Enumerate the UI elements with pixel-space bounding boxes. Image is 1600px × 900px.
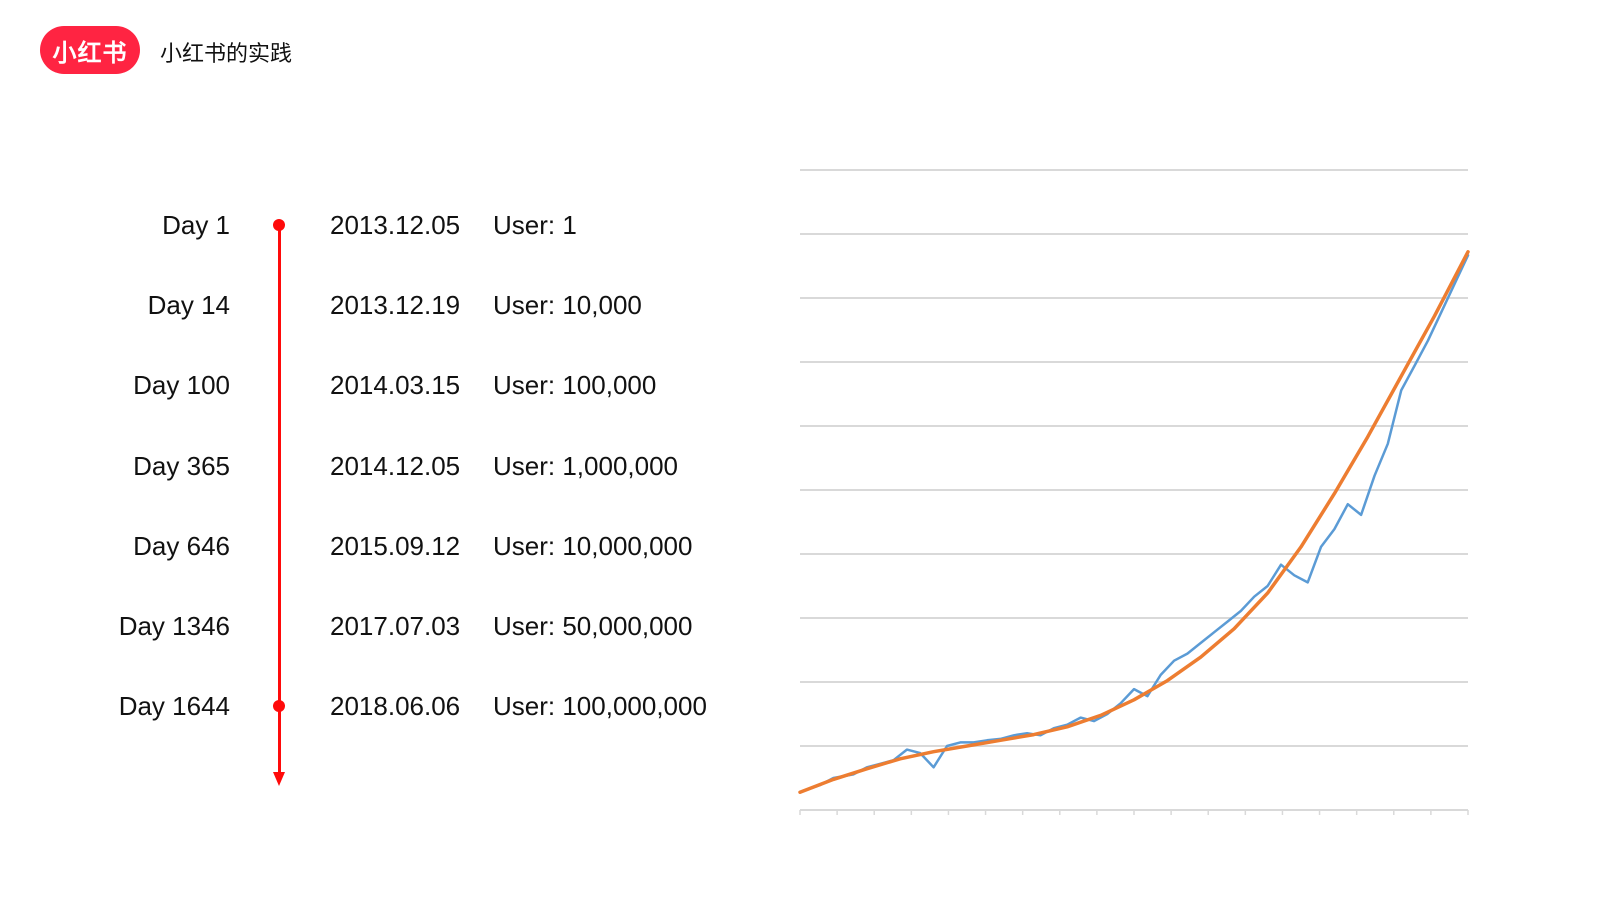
timeline-dot (273, 219, 285, 231)
timeline-axis (278, 225, 281, 775)
series-line-trend (798, 250, 1470, 794)
milestone-day: Day 646 (133, 530, 230, 561)
series-line-actual (798, 254, 1470, 794)
timeline-row: Day 100 2014.03.15 User: 100,000 (0, 365, 760, 405)
logo-text: 小红书 (52, 38, 128, 67)
milestone-day: Day 14 (147, 290, 230, 321)
timeline-row: Day 365 2014.12.05 User: 1,000,000 (0, 446, 760, 486)
timeline-row: Day 646 2015.09.12 User: 10,000,000 (0, 526, 760, 566)
timeline-row: Day 14 2013.12.19 User: 10,000 (0, 285, 760, 325)
timeline-dot (273, 700, 285, 713)
milestone-date: 2014.03.15 (330, 370, 461, 401)
app-logo: 小红书 (40, 26, 140, 74)
user-growth-chart (798, 169, 1470, 815)
milestone-day: Day 365 (133, 450, 230, 481)
milestone-users: User: 1 (493, 210, 577, 240)
milestone-users: User: 50,000,000 (493, 611, 693, 641)
milestone-users: User: 10,000 (493, 290, 642, 321)
milestone-day: Day 1 (162, 210, 230, 240)
milestone-date: 2017.07.03 (330, 611, 461, 641)
milestone-users: User: 1,000,000 (493, 450, 679, 481)
milestone-users: User: 100,000 (493, 370, 657, 401)
milestone-day: Day 1644 (118, 691, 230, 722)
milestone-date: 2018.06.06 (330, 691, 461, 722)
arrow-down-icon (273, 772, 285, 786)
milestone-users: User: 100,000,000 (493, 691, 707, 722)
milestone-date: 2014.12.05 (330, 450, 461, 481)
timeline-row: Day 1346 2017.07.03 User: 50,000,000 (0, 606, 760, 646)
milestone-date: 2013.12.05 (330, 210, 461, 240)
timeline-row: Day 1644 2018.06.06 User: 100,000,000 (0, 686, 760, 726)
milestone-date: 2013.12.19 (330, 290, 461, 321)
milestone-date: 2015.09.12 (330, 530, 461, 561)
page-title: 小红书的实践 (160, 42, 293, 67)
milestone-day: Day 1346 (118, 611, 230, 641)
timeline-row: Day 1 2013.12.05 User: 1 (0, 205, 760, 245)
milestone-users: User: 10,000,000 (493, 530, 693, 561)
milestone-day: Day 100 (133, 370, 230, 401)
